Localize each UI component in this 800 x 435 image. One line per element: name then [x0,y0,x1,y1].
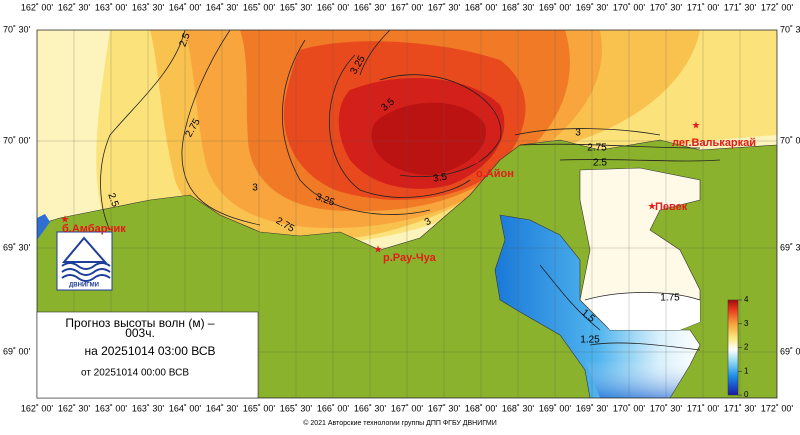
lon-label-top: 163˚ 00' [95,2,128,12]
lon-label-top: 168˚ 00' [465,2,498,12]
lon-label-bottom: 164˚ 30' [206,403,239,413]
lon-label-bottom: 166˚ 00' [317,403,350,413]
lon-label-bottom: 167˚ 00' [391,403,424,413]
lat-label-left: 69˚ 30' [3,242,31,252]
colorbar [727,299,739,396]
place-label: Певек [655,201,688,213]
lon-label-top: 168˚ 30' [502,2,535,12]
logo-text: ДВНИГМИ [69,283,99,289]
lon-label-bottom: 172˚ 00' [761,403,794,413]
lon-label-top: 162˚ 30' [58,2,91,12]
contour-label: 3.5 [432,171,448,184]
lon-label-top: 165˚ 00' [243,2,276,12]
place-marker: ★ [648,202,657,213]
lat-label-left: 69˚ 00' [3,346,31,356]
contour-label: 2.75 [587,143,607,154]
contour-label: 1.75 [660,293,680,304]
lon-label-bottom: 168˚ 30' [502,403,535,413]
contour-label: 3 [423,216,434,229]
lon-label-bottom: 167˚ 30' [428,403,461,413]
lon-label-bottom: 162˚ 30' [58,403,91,413]
info-title: Прогноз высоты волн (м) – [65,316,215,330]
lon-label-top: 163˚ 30' [132,2,165,12]
place-label: о.Айон [476,168,514,180]
lon-label-top: 167˚ 00' [391,2,424,12]
contour-label: 1.25 [580,335,600,346]
lon-label-top: 164˚ 30' [206,2,239,12]
lon-label-top: 172˚ 00' [761,2,794,12]
colorbar-label: 3 [744,319,749,328]
lon-label-bottom: 169˚ 00' [539,403,572,413]
lon-label-bottom: 168˚ 00' [465,403,498,413]
contour-label: 2.5 [593,158,607,169]
info-issued: от 20251014 00:00 ВСВ [81,368,189,379]
lon-label-top: 171˚ 30' [724,2,757,12]
place-label: лег.Валькаркай [672,137,756,149]
contour-label: 3 [252,183,258,194]
lat-label-right: 69˚ 3 [780,242,800,252]
colorbar-label: 0 [744,390,749,399]
colorbar-label: 2 [744,343,749,352]
lon-label-bottom: 165˚ 30' [280,403,313,413]
lon-label-bottom: 169˚ 30' [576,403,609,413]
lon-label-top: 165˚ 30' [280,2,313,12]
lat-label-left: 70˚ 30' [3,24,31,34]
info-valid: на 20251014 03:00 ВСВ [85,344,216,358]
lon-label-bottom: 163˚ 00' [95,403,128,413]
logo: ДВНИГМИ [56,231,113,291]
place-marker: ★ [473,157,482,168]
info-lead: 003ч. [125,326,155,340]
lon-label-bottom: 165˚ 00' [243,403,276,413]
footer: © 2021 Авторские технологии группы ДПП Ф… [303,419,497,427]
lon-label-bottom: 171˚ 00' [687,403,720,413]
lon-label-top: 162˚ 00' [21,2,54,12]
place-marker: ★ [692,121,701,132]
lon-label-top: 169˚ 00' [539,2,572,12]
lon-label-bottom: 171˚ 30' [724,403,757,413]
lon-label-top: 167˚ 30' [428,2,461,12]
lon-label-bottom: 163˚ 30' [132,403,165,413]
contour-label: 2.5 [105,192,120,209]
lon-label-top: 170˚ 00' [613,2,646,12]
colorbar-label: 4 [744,295,749,304]
map-frame [36,29,778,399]
place-marker: ★ [374,245,383,256]
colorbar-label: 1 [744,366,749,375]
lon-label-top: 164˚ 00' [169,2,202,12]
lon-label-bottom: 170˚ 00' [613,403,646,413]
lon-label-top: 169˚ 30' [576,2,609,12]
info-box: Прогноз высоты волн (м) – 003ч. на 20251… [36,311,259,399]
lon-label-top: 170˚ 30' [650,2,683,12]
contour-label: 3 [575,128,581,139]
lat-label-left: 70˚ 00' [3,135,31,145]
lon-label-bottom: 162˚ 00' [21,403,54,413]
lon-label-top: 171˚ 00' [687,2,720,12]
contour-label: 2.5 [178,31,193,48]
lon-label-top: 166˚ 30' [354,2,387,12]
lon-label-bottom: 166˚ 30' [354,403,387,413]
place-label: б.Амбарчик [62,223,126,235]
lat-label-right: 70˚ 0 [780,135,800,145]
lon-label-bottom: 164˚ 00' [169,403,202,413]
place-marker: ★ [61,215,70,226]
place-label: р.Рау-Чуа [383,252,437,264]
lat-label-right: 70˚ 30 [780,24,800,34]
lon-label-top: 166˚ 00' [317,2,350,12]
lon-label-bottom: 170˚ 30' [650,403,683,413]
lat-label-right: 69˚ 0 [780,346,800,356]
